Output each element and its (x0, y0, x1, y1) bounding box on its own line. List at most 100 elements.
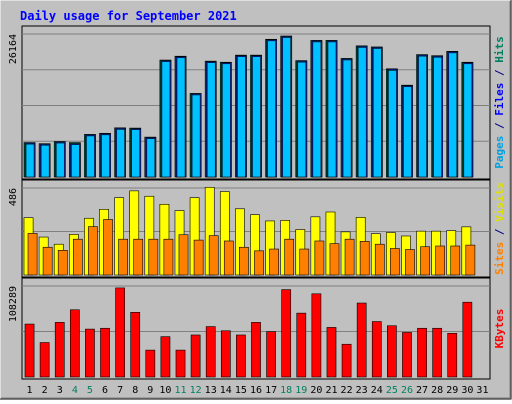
bar-sites (178, 234, 189, 276)
bar-pages (388, 70, 397, 178)
x-tick-day-8: 8 (132, 385, 138, 396)
bar-sites (163, 238, 174, 276)
bar-sites (450, 245, 461, 276)
x-tick-day-15: 15 (235, 385, 247, 396)
bar-sites (57, 249, 68, 276)
x-tick-day-9: 9 (147, 385, 153, 396)
bar-pages (101, 134, 110, 178)
x-tick-day-25: 25 (386, 385, 398, 396)
bar-kbytes (281, 289, 292, 378)
bar-kbytes (220, 330, 231, 378)
bar-kbytes (85, 328, 95, 378)
x-tick-day-2: 2 (42, 385, 48, 396)
x-tick-day-11: 11 (174, 385, 186, 396)
bar-kbytes (266, 331, 276, 378)
bar-kbytes (251, 322, 261, 378)
bar-kbytes (311, 293, 322, 378)
bar-sites (329, 243, 340, 276)
legend-item: Hits (493, 36, 506, 63)
bar-kbytes (100, 327, 110, 378)
bar-pages (131, 129, 141, 178)
bar-sites (314, 240, 325, 276)
legend-item: Pages (493, 136, 506, 169)
legend-item: / (493, 222, 506, 242)
ymax-label-bottom: 108289 (8, 286, 19, 322)
bar-sites (27, 233, 38, 276)
bar-pages (176, 57, 186, 178)
x-tick-day-10: 10 (159, 385, 171, 396)
bar-sites (435, 245, 446, 276)
bar-sites (193, 239, 204, 276)
chart-title: Daily usage for September 2021 (20, 9, 237, 23)
x-tick-day-7: 7 (117, 385, 123, 396)
bar-kbytes (447, 333, 458, 378)
x-tick-day-1: 1 (27, 385, 33, 396)
x-tick-day-4: 4 (72, 385, 78, 396)
bar-sites (405, 249, 415, 276)
legend-middle: Sites / Visits (493, 182, 506, 275)
bar-kbytes (371, 321, 382, 378)
x-tick-day-13: 13 (205, 385, 217, 396)
bar-kbytes (402, 332, 412, 378)
bar-sites (420, 246, 430, 276)
x-tick-day-24: 24 (371, 385, 383, 396)
bar-pages (418, 55, 427, 178)
x-tick-day-16: 16 (250, 385, 262, 396)
bar-sites (42, 246, 53, 276)
legend-item: KBytes (493, 309, 506, 349)
x-tick-day-18: 18 (280, 385, 292, 396)
legend-item: Sites (493, 242, 506, 275)
bar-sites (344, 238, 355, 276)
bar-pages (70, 144, 80, 178)
bar-kbytes (190, 334, 201, 378)
bar-pages (116, 129, 125, 178)
bar-pages (161, 61, 171, 178)
bar-kbytes (160, 336, 171, 378)
bar-sites (269, 248, 279, 276)
bar-pages (403, 86, 412, 178)
bar-kbytes (130, 311, 141, 378)
x-tick-day-20: 20 (310, 385, 322, 396)
bar-sites (133, 238, 144, 276)
bar-pages (252, 56, 261, 178)
bar-kbytes (236, 334, 246, 378)
bar-sites (118, 238, 128, 276)
ymax-label-middle: 486 (8, 188, 19, 206)
bar-kbytes (296, 312, 307, 378)
legend-item: Files (493, 83, 506, 116)
x-tick-day-17: 17 (265, 385, 277, 396)
bar-kbytes (341, 343, 352, 378)
bar-pages (463, 63, 473, 178)
bar-pages (372, 48, 382, 178)
bar-pages (433, 56, 443, 178)
bar-sites (284, 238, 295, 276)
bar-pages (221, 63, 231, 178)
legend-item: / (493, 63, 506, 83)
bar-kbytes (54, 322, 65, 378)
x-tick-day-26: 26 (401, 385, 413, 396)
bar-kbytes (145, 349, 156, 378)
legend-bottom: KBytes (493, 309, 506, 349)
bar-sites (239, 246, 249, 276)
bar-pages (86, 135, 95, 178)
bar-kbytes (24, 323, 35, 378)
bar-sites (299, 248, 310, 276)
x-tick-day-22: 22 (341, 385, 353, 396)
bar-pages (40, 144, 50, 178)
x-tick-day-29: 29 (446, 385, 458, 396)
x-tick-day-27: 27 (416, 385, 428, 396)
x-tick-day-28: 28 (431, 385, 443, 396)
bar-sites (359, 241, 370, 276)
bar-kbytes (39, 342, 50, 378)
bar-pages (191, 94, 201, 178)
bar-sites (374, 243, 385, 276)
bar-pages (342, 59, 352, 178)
bar-sites (103, 219, 113, 276)
bar-pages (448, 52, 458, 178)
bar-kbytes (205, 326, 216, 378)
bar-pages (312, 41, 322, 178)
bar-kbytes (115, 287, 125, 378)
legend-item: Visits (493, 182, 506, 222)
bar-sites (465, 244, 476, 276)
